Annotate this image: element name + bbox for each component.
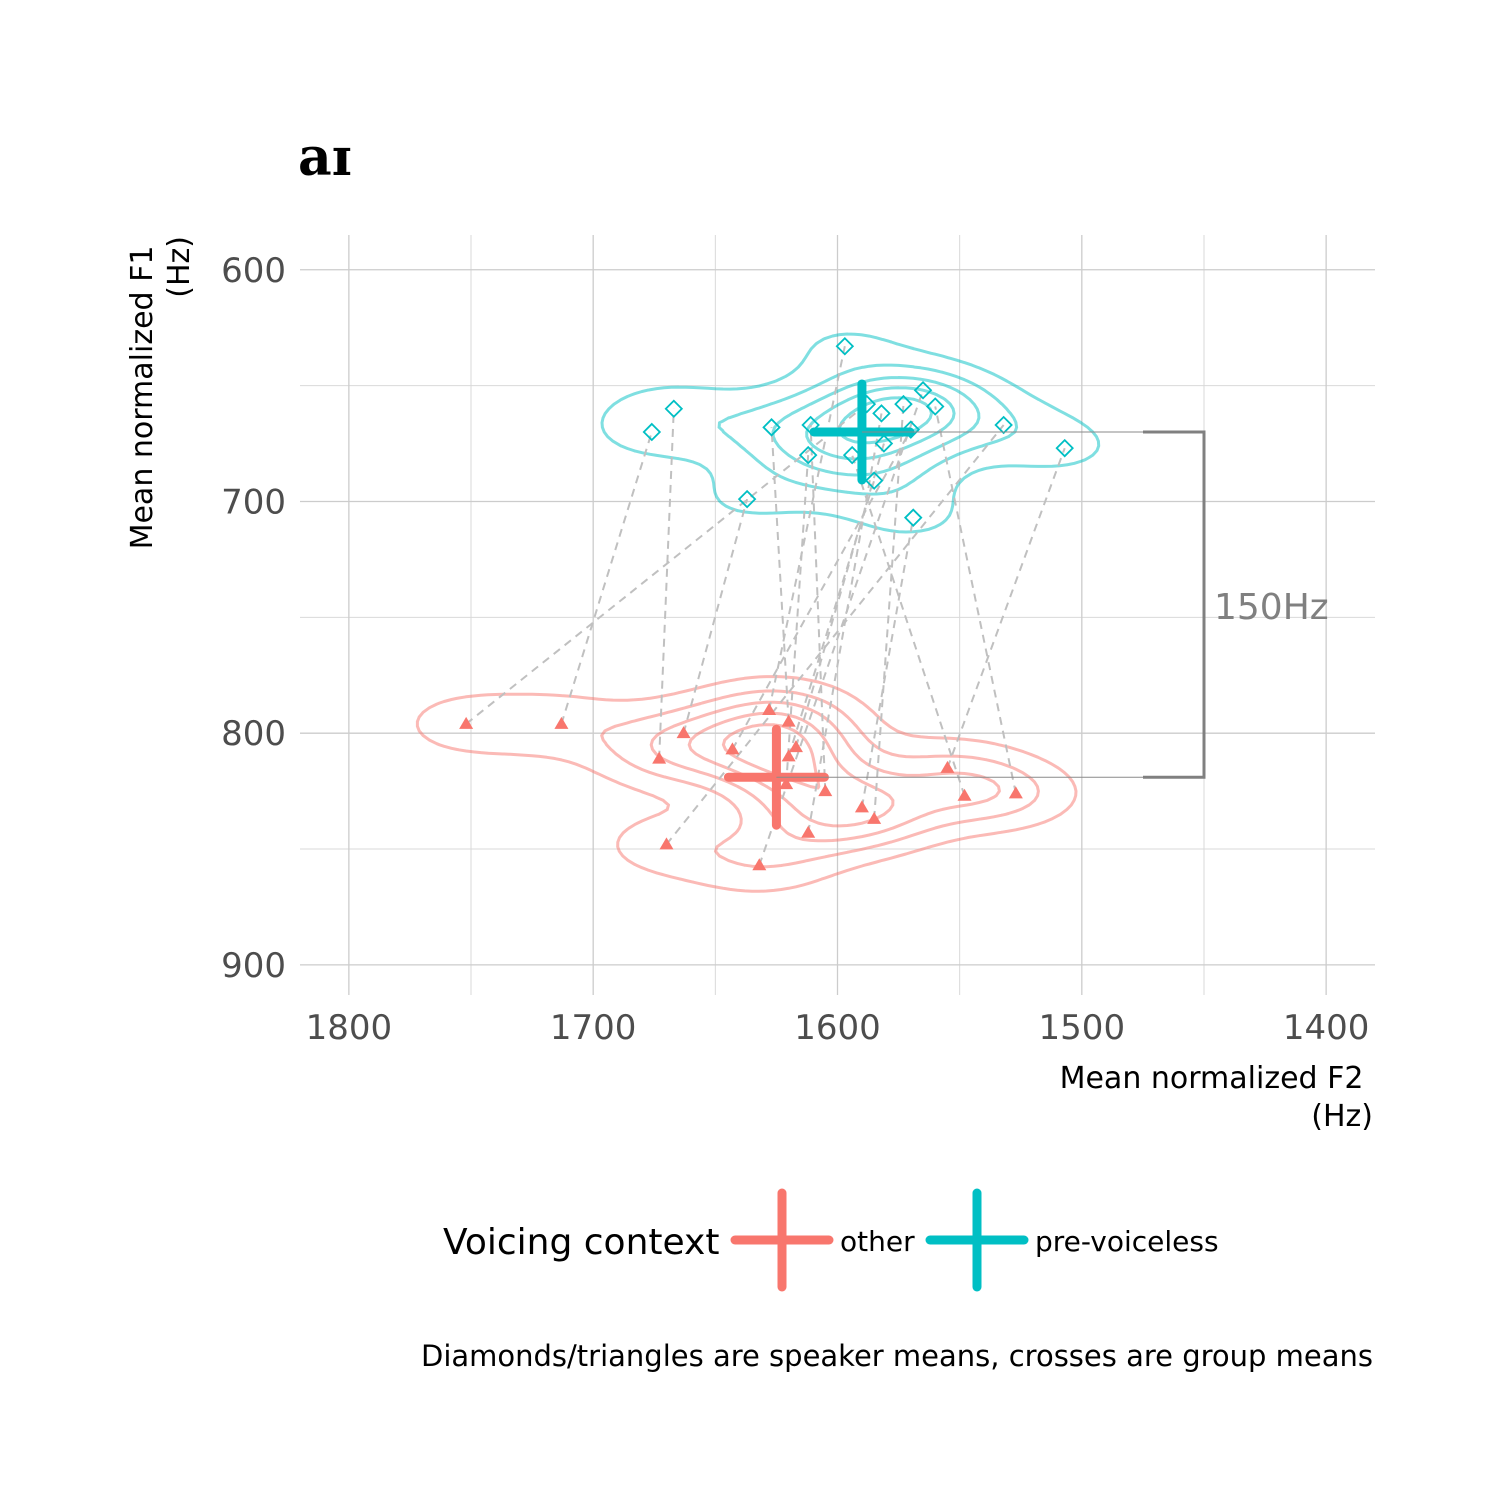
speaker-mean-triangle — [788, 740, 803, 753]
speaker-mean-triangle — [779, 777, 794, 790]
difference-label: 150Hz — [1214, 587, 1329, 628]
y-tick-label: 600 — [221, 251, 286, 291]
legend: Voicing context other pre-voiceless — [443, 1188, 1219, 1292]
speaker-mean-triangle — [781, 749, 796, 762]
speaker-mean-diamond — [762, 418, 781, 437]
speaker-link-line — [785, 455, 810, 785]
density-contour-line — [600, 332, 1101, 534]
legend-key-other — [730, 1188, 834, 1292]
density-contour-line — [415, 675, 1078, 893]
speaker-link-line — [665, 424, 1005, 846]
y-tick-label: 800 — [221, 714, 286, 754]
speaker-means — [459, 336, 1074, 871]
legend-label-other: other — [840, 1225, 915, 1258]
speaker-link-line — [770, 427, 790, 722]
speaker-mean-diamond — [642, 422, 662, 442]
speaker-mean-diamond — [913, 380, 933, 400]
speaker-mean-diamond — [798, 445, 818, 465]
speaker-link-line — [787, 480, 876, 757]
speaker-mean-triangle — [752, 858, 767, 871]
speaker-mean-triangle — [854, 800, 869, 813]
speaker-mean-triangle — [459, 716, 474, 729]
speaker-mean-diamond — [872, 404, 891, 423]
speaker-mean-triangle — [676, 726, 691, 739]
x-axis-title-line-2: (Hz) — [1311, 1099, 1373, 1134]
speaker-mean-diamond — [874, 434, 894, 453]
speaker-link-line — [560, 431, 653, 725]
density-contours — [415, 332, 1101, 893]
y-tick-label: 900 — [221, 946, 286, 986]
speaker-mean-triangle — [762, 703, 777, 715]
speaker-mean-diamond — [994, 415, 1013, 435]
x-axis-title-line-1: Mean normalized F2 — [1060, 1061, 1364, 1096]
speaker-mean-diamond — [737, 489, 757, 509]
speaker-mean-triangle — [725, 742, 740, 755]
y-tick-label: 700 — [221, 482, 286, 522]
speaker-mean-triangle — [659, 837, 674, 850]
speaker-link-lines — [465, 346, 1066, 866]
speaker-mean-diamond — [894, 394, 913, 414]
x-tick-label: 1800 — [306, 1008, 393, 1048]
speaker-mean-diamond — [903, 508, 923, 527]
x-tick-label: 1700 — [550, 1008, 637, 1048]
difference-bracket: 150Hz — [776, 430, 1329, 779]
legend-title: Voicing context — [443, 1222, 719, 1263]
tick-labels: 1800 1700 1600 1500 1400 600 700 800 900 — [221, 251, 1369, 1048]
speaker-link-line — [768, 346, 846, 711]
x-tick-label: 1500 — [1039, 1008, 1126, 1048]
speaker-mean-triangle — [940, 760, 955, 773]
legend-label-pre-voiceless: pre-voiceless — [1035, 1225, 1219, 1258]
density-group-other — [415, 675, 1078, 893]
y-axis-title-line-2: (Hz) — [162, 236, 197, 298]
speaker-mean-diamond — [864, 471, 884, 490]
y-axis-title-line-1: Mean normalized F1 — [125, 246, 160, 550]
speaker-link-line — [860, 517, 915, 808]
speaker-mean-triangle — [818, 784, 833, 797]
speaker-link-line — [809, 424, 827, 792]
speaker-mean-triangle — [1008, 786, 1023, 799]
speaker-link-line — [465, 403, 868, 725]
speaker-link-line — [795, 443, 885, 748]
density-contour-line — [649, 700, 1001, 843]
bracket-line — [1143, 430, 1206, 779]
speaker-link-line — [731, 429, 912, 750]
speaker-link-line — [946, 447, 1066, 769]
speaker-mean-triangle — [781, 714, 796, 727]
speaker-mean-diamond — [1055, 438, 1074, 458]
chart-title: aɪ — [298, 127, 351, 188]
speaker-mean-triangle — [801, 825, 816, 838]
speaker-mean-diamond — [901, 420, 921, 439]
x-tick-label: 1400 — [1283, 1008, 1370, 1048]
speaker-link-line — [851, 454, 966, 797]
speaker-mean-triangle — [957, 788, 972, 801]
density-contour-line — [600, 689, 1040, 869]
speaker-mean-triangle — [652, 751, 667, 764]
speaker-link-line — [758, 389, 924, 866]
speaker-link-line — [682, 498, 749, 734]
y-axis-title: Mean normalized F1 (Hz) — [125, 236, 197, 549]
caption: Diamonds/triangles are speaker means, cr… — [421, 1339, 1373, 1373]
density-contour-line — [771, 376, 981, 477]
speaker-link-line — [934, 406, 1017, 794]
speaker-mean-diamond — [835, 336, 855, 356]
density-contour-line — [717, 363, 1019, 496]
speaker-link-line — [658, 408, 675, 759]
speaker-mean-diamond — [925, 397, 945, 416]
x-axis-title: Mean normalized F2 (Hz) — [1060, 1061, 1373, 1134]
plot-grid — [300, 235, 1375, 995]
x-tick-label: 1600 — [794, 1008, 881, 1048]
speaker-mean-diamond — [664, 399, 684, 419]
speaker-mean-triangle — [867, 811, 882, 824]
speaker-mean-triangle — [554, 716, 569, 729]
legend-key-pre-voiceless — [925, 1188, 1029, 1292]
